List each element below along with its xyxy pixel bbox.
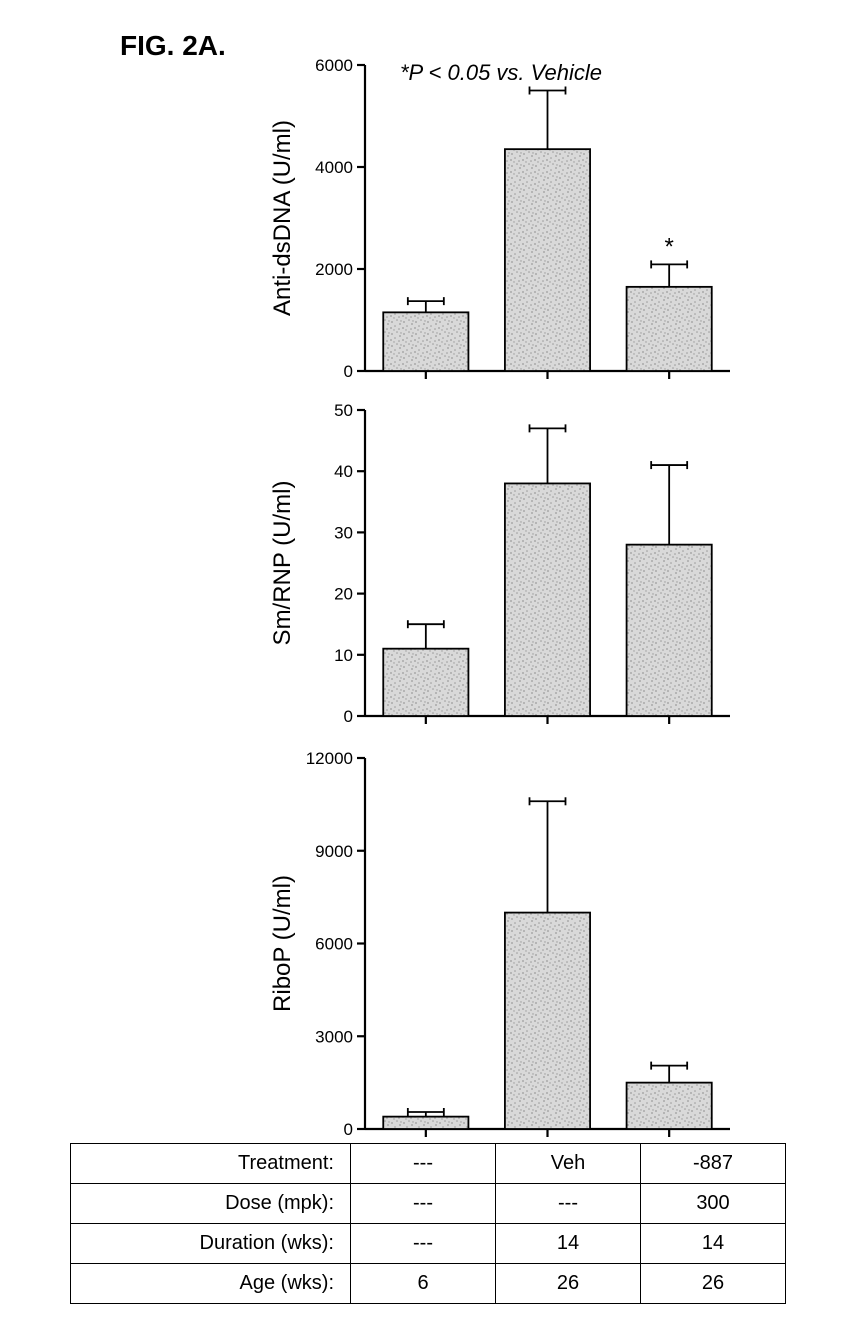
bar-anti-dsdna-1: [505, 149, 590, 371]
chart-panel-ribop: 0 3000 6000 9000 12000 RiboP (U/ml): [270, 748, 740, 1143]
bar-ribop-1: [505, 913, 590, 1129]
ylabel-ribop: RiboP (U/ml): [270, 875, 296, 1012]
table-cell: 14: [496, 1224, 641, 1264]
bar-anti-dsdna-0: [383, 312, 468, 371]
figure-label: FIG. 2A.: [120, 30, 226, 62]
table-row: Age (wks):62626: [71, 1264, 786, 1304]
bar-sm-rnp-0: [383, 649, 468, 716]
ytick-label: 0: [344, 1120, 353, 1139]
bar-sm-rnp-2: [627, 545, 712, 716]
ytick-label: 9000: [315, 842, 353, 861]
ytick-label: 10: [334, 646, 353, 665]
table-row-label: Dose (mpk):: [71, 1184, 351, 1224]
sig-marker-anti-dsdna-2: *: [664, 233, 673, 260]
bar-anti-dsdna-2: [627, 287, 712, 371]
chart-panel-anti-dsdna: 0 2000 4000 6000 Anti-dsDNA (U/ml) *: [270, 55, 740, 385]
table-cell: Veh: [496, 1144, 641, 1184]
ytick-label: 50: [334, 401, 353, 420]
table-cell: 300: [641, 1184, 786, 1224]
table-row: Duration (wks):---1414: [71, 1224, 786, 1264]
ylabel-anti-dsdna: Anti-dsDNA (U/ml): [270, 120, 296, 316]
ytick-label: 6000: [315, 935, 353, 954]
chart-panel-sm-rnp: 0 10 20 30 40 50 Sm/RNP (U/ml): [270, 400, 740, 730]
ytick-label: 4000: [315, 158, 353, 177]
bar-ribop-0: [383, 1117, 468, 1129]
ytick-label: 40: [334, 462, 353, 481]
ytick-label: 6000: [315, 56, 353, 75]
ytick-label: 30: [334, 523, 353, 542]
table-row-label: Treatment:: [71, 1144, 351, 1184]
table-cell: ---: [351, 1144, 496, 1184]
table-cell: 26: [641, 1264, 786, 1304]
ytick-label: 2000: [315, 260, 353, 279]
table-row-label: Duration (wks):: [71, 1224, 351, 1264]
table-cell: 14: [641, 1224, 786, 1264]
table-cell: -887: [641, 1144, 786, 1184]
table-cell: ---: [351, 1184, 496, 1224]
ytick-label: 0: [344, 362, 353, 381]
table-row: Treatment:---Veh-887: [71, 1144, 786, 1184]
ytick-label: 0: [344, 707, 353, 726]
table-cell: ---: [496, 1184, 641, 1224]
bar-ribop-2: [627, 1083, 712, 1129]
ytick-label: 3000: [315, 1027, 353, 1046]
bar-sm-rnp-1: [505, 483, 590, 716]
table-cell: ---: [351, 1224, 496, 1264]
table-cell: 26: [496, 1264, 641, 1304]
ylabel-sm-rnp: Sm/RNP (U/ml): [270, 481, 296, 646]
conditions-table: Treatment:---Veh-887Dose (mpk):------300…: [70, 1143, 786, 1304]
table-cell: 6: [351, 1264, 496, 1304]
table-row-label: Age (wks):: [71, 1264, 351, 1304]
ytick-label: 20: [334, 585, 353, 604]
table-row: Dose (mpk):------300: [71, 1184, 786, 1224]
ytick-label: 12000: [306, 749, 353, 768]
